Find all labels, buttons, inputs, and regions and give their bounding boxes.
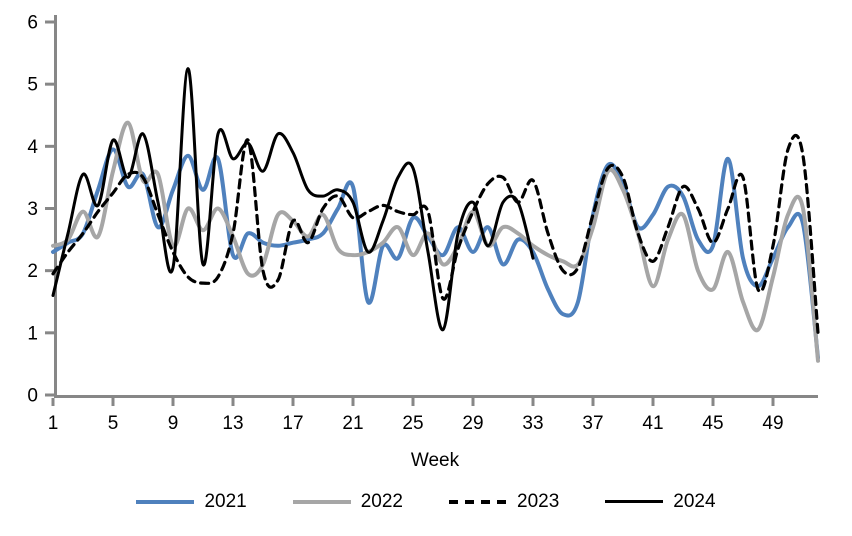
x-axis-title: Week [411,450,460,471]
x-tick-label: 17 [282,413,303,434]
x-tick-label: 29 [462,413,483,434]
y-tick-label: 5 [27,75,38,96]
legend-line-sample-2024 [605,500,664,503]
legend-line-sample-2022 [292,499,351,504]
series-line-2022 [51,120,820,363]
x-tick-label: 33 [522,413,543,434]
series-line-2023 [51,133,820,335]
x-tick-label: 13 [222,413,243,434]
legend-item-2024: 2024 [605,491,716,512]
legend-label-2021: 2021 [204,491,247,512]
legend-label-2024: 2024 [673,491,716,512]
x-tick-label: 1 [48,413,59,434]
legend-line-sample-2023 [449,499,507,504]
y-tick-label: 4 [27,137,38,158]
legend-item-2021: 2021 [136,491,247,512]
legend-item-2023: 2023 [449,492,559,511]
x-tick-label: 9 [168,413,179,434]
y-tick-label: 3 [27,199,38,220]
legend-label-2023: 2023 [517,491,560,512]
x-tick-label: 21 [342,413,363,434]
y-tick-label: 2 [27,261,38,282]
legend-line-sample-2021 [136,499,195,504]
series-line-2021 [51,147,820,360]
x-tick-label: 25 [402,413,423,434]
legend-item-2022: 2022 [292,491,403,512]
chart-legend: 2021 2022 2023 2024 [0,492,852,511]
x-tick-label: 41 [642,413,663,434]
x-tick-label: 5 [108,413,119,434]
series-line-2024 [51,67,535,332]
y-tick-label: 1 [27,323,38,344]
x-tick-label: 49 [762,413,783,434]
series-lines [51,67,820,363]
y-tick-label: 0 [27,386,38,407]
y-tick-label: 6 [27,13,38,34]
axes [45,15,818,406]
x-tick-label: 37 [582,413,603,434]
legend-label-2022: 2022 [360,491,403,512]
x-tick-label: 45 [702,413,723,434]
